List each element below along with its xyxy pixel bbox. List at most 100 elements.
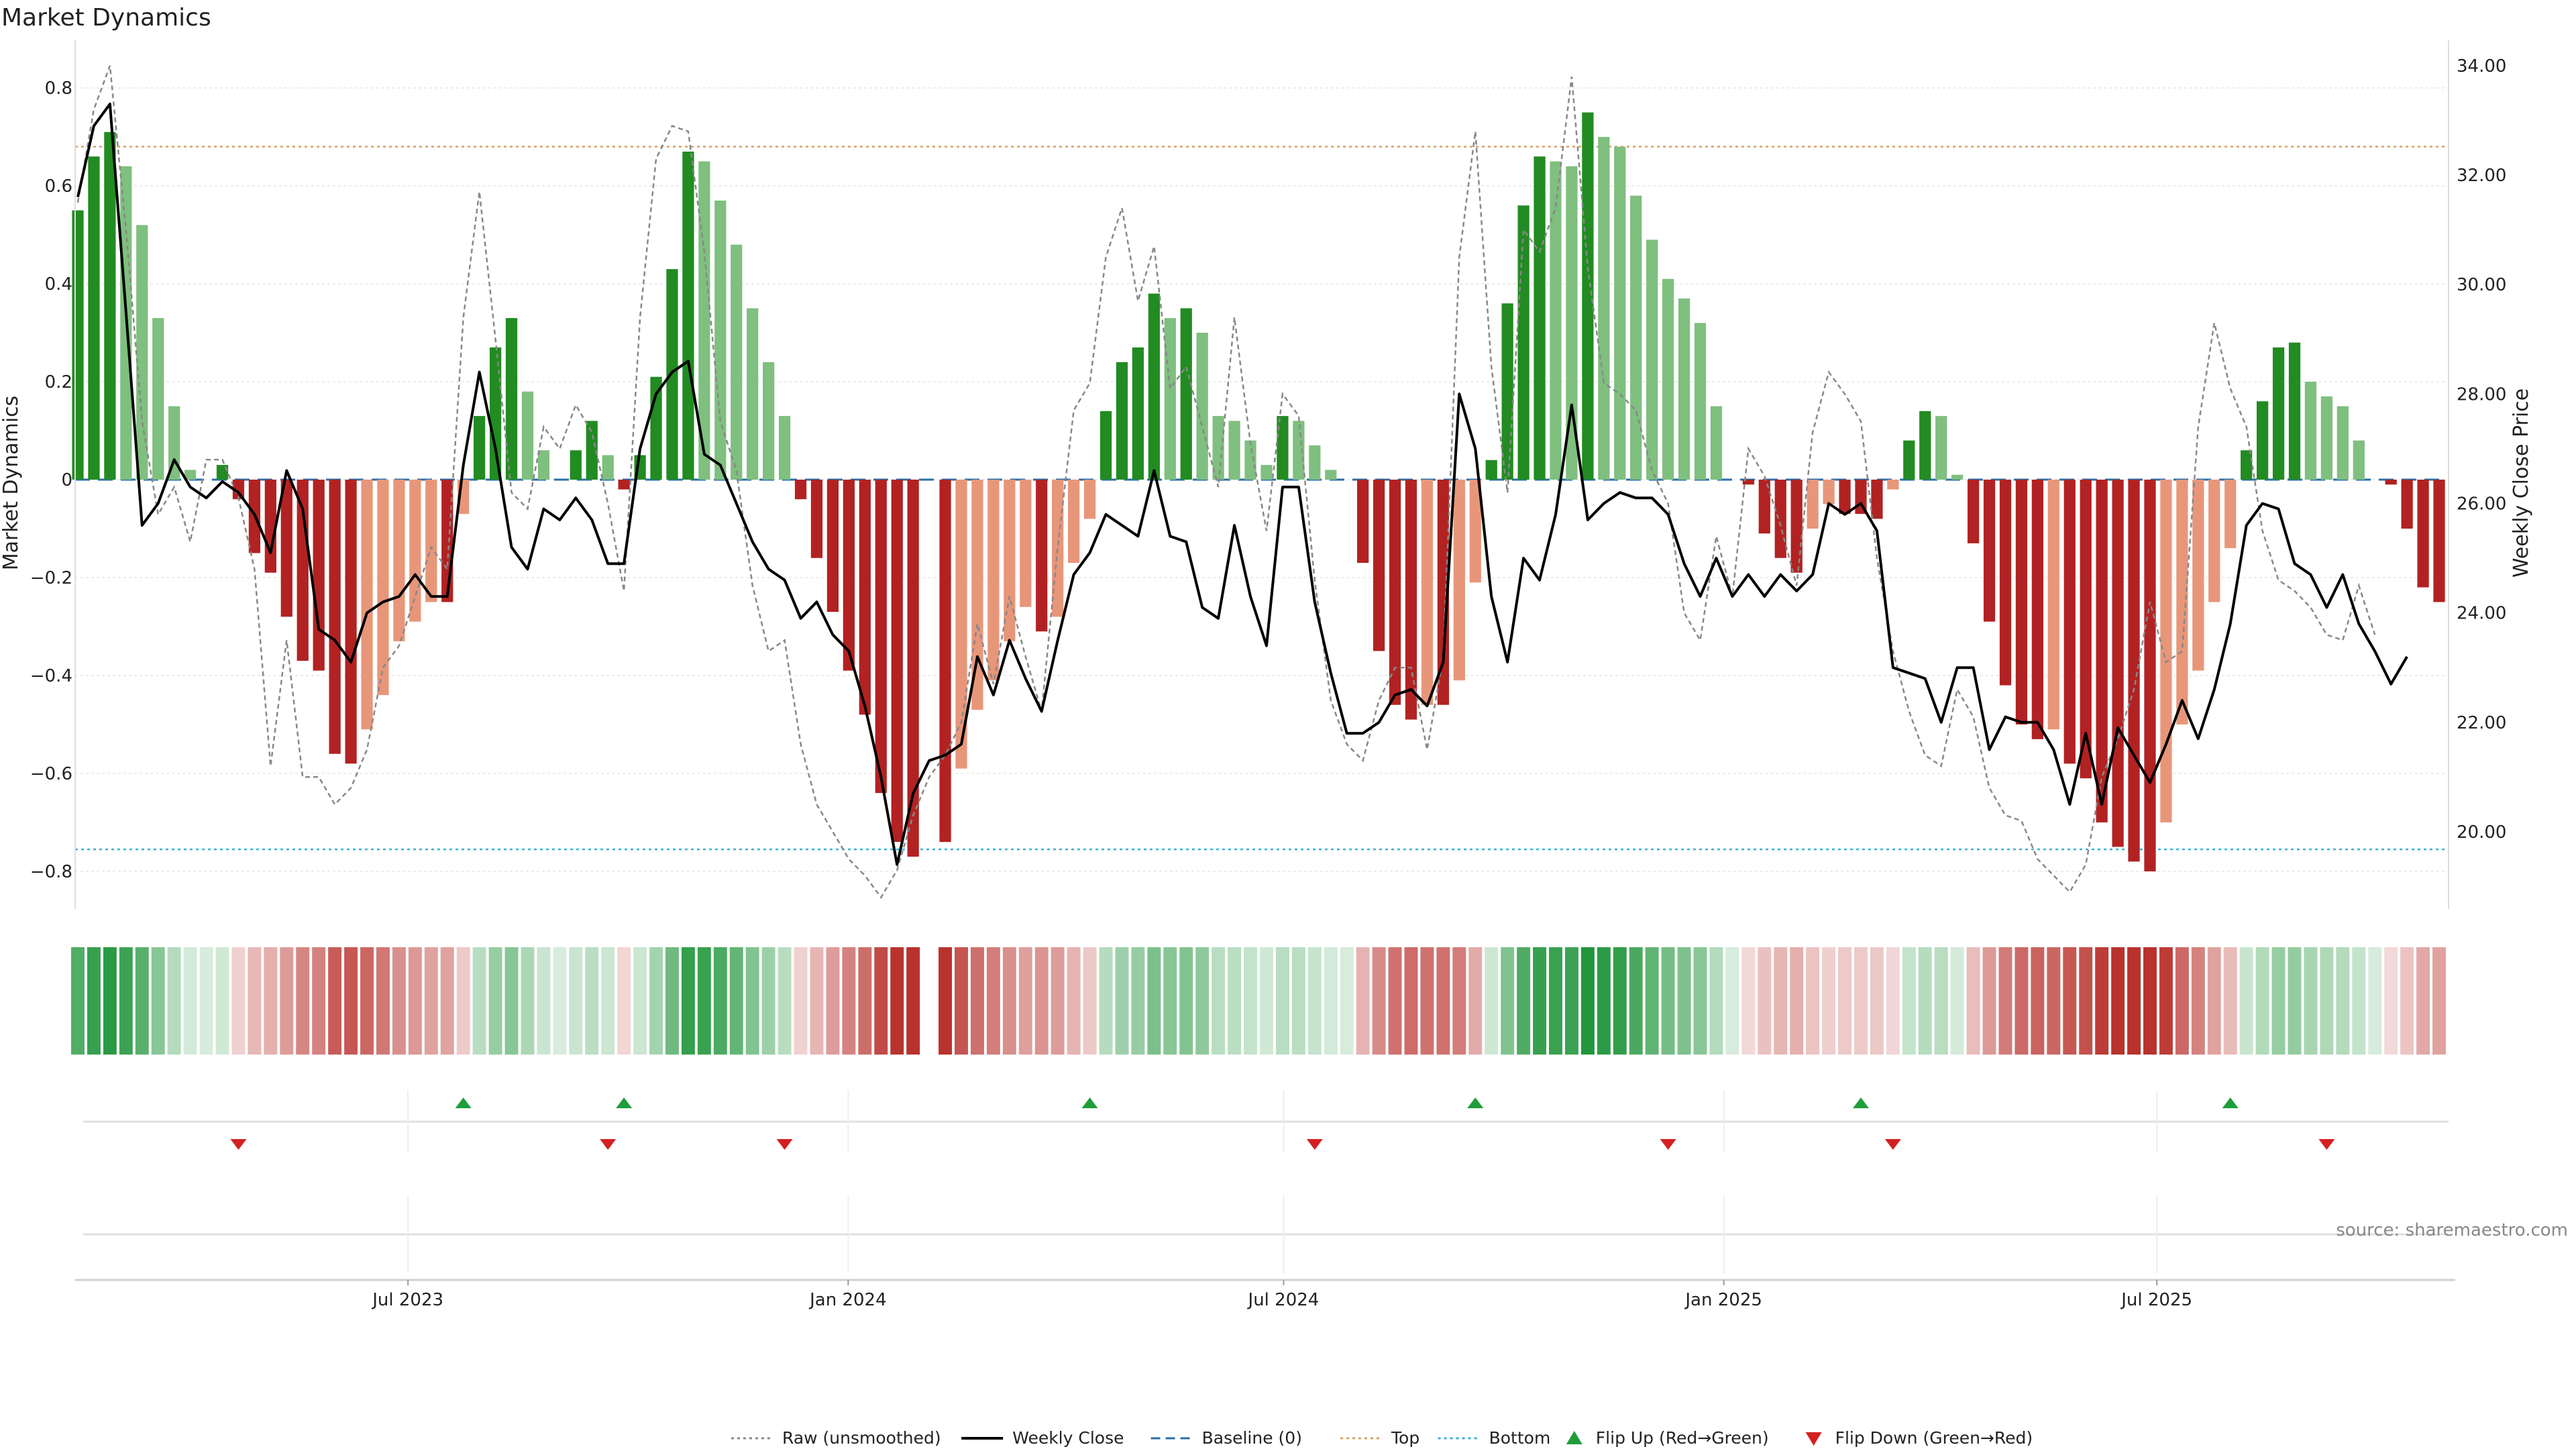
heat-cell (456, 947, 470, 1055)
dynamics-bar (2337, 406, 2349, 480)
dynamics-bar (1437, 480, 1449, 705)
dynamics-bar (2288, 342, 2301, 480)
dynamics-bar (505, 318, 518, 480)
y2-tick-label: 20.00 (2457, 822, 2506, 843)
dynamics-bar (1807, 480, 1819, 529)
heat-cell (424, 947, 438, 1055)
heat-cell (392, 947, 406, 1055)
heat-cell (681, 947, 695, 1055)
heat-cell (1324, 947, 1338, 1055)
dynamics-bar (1710, 406, 1723, 480)
legend-label: Weekly Close (1012, 1428, 1124, 1448)
heat-cell (1018, 947, 1032, 1055)
x-axis-ticks: Jul 2023 Jan 2024 Jul 2024 Jan 2025 Jul 2025 (371, 1280, 2192, 1310)
dynamics-bar (2304, 382, 2317, 480)
heat-cell (794, 947, 808, 1055)
heat-cell (2127, 947, 2141, 1055)
heat-cell (1452, 947, 1466, 1055)
heat-cell (408, 947, 422, 1055)
dynamics-bar (1373, 480, 1385, 651)
dynamics-bar (1662, 278, 1674, 480)
heat-cell (1741, 947, 1756, 1055)
dynamics-bar (329, 480, 341, 754)
heat-cell (2159, 947, 2173, 1055)
dynamics-bar (1099, 411, 1112, 480)
heat-cell (1051, 947, 1065, 1055)
heat-cell (1790, 947, 1804, 1055)
heat-cell (1613, 947, 1627, 1055)
heat-cell (1067, 947, 1081, 1055)
heat-cell (569, 947, 583, 1055)
dynamics-bar (1068, 480, 1080, 564)
heat-cell (633, 947, 647, 1055)
heat-cell (1228, 947, 1242, 1055)
dynamics-bar (2063, 480, 2076, 764)
heat-cell (1244, 947, 1257, 1055)
dynamics-bar (1582, 112, 1594, 480)
heat-cell (649, 947, 663, 1055)
heat-cell (745, 947, 759, 1055)
y-axis-label: Market Dynamics (0, 396, 23, 571)
dynamics-bar (377, 480, 389, 696)
dynamics-bar (313, 480, 325, 671)
dynamics-bar (2144, 480, 2156, 871)
heat-cell (1758, 947, 1772, 1055)
dynamics-bar (1244, 440, 1256, 480)
dynamics-bar (1903, 440, 1915, 480)
dynamics-bar (1116, 362, 1128, 480)
heat-cell (1340, 947, 1354, 1055)
dynamics-bar (891, 480, 903, 843)
heat-cell (488, 947, 502, 1055)
dynamics-bar (1083, 480, 1096, 519)
dynamics-bar (264, 480, 276, 573)
dynamics-bar (794, 480, 807, 500)
dynamics-bar (570, 450, 582, 480)
y2-tick-label: 34.00 (2457, 56, 2506, 76)
dynamics-bar (409, 480, 421, 622)
heat-cell (2336, 947, 2350, 1055)
heat-cell (938, 947, 953, 1055)
heat-cell (1212, 947, 1226, 1055)
heat-cell (264, 947, 278, 1055)
heat-cell (2143, 947, 2157, 1055)
dynamics-bar (184, 470, 197, 480)
dynamics-bar (1871, 480, 1883, 519)
dynamics-bar (1999, 480, 2012, 686)
heat-cell (1485, 947, 1499, 1055)
heat-cell (1147, 947, 1161, 1055)
dynamics-bar (907, 480, 919, 857)
dynamics-bar (88, 156, 100, 480)
heat-cell (1822, 947, 1836, 1055)
heat-cell (119, 947, 133, 1055)
dynamics-bar (393, 480, 405, 641)
dynamics-bar (2015, 480, 2028, 724)
dynamics-bar (586, 421, 598, 480)
axes (74, 40, 2455, 1281)
heat-cell (2207, 947, 2221, 1055)
dynamics-bar (971, 480, 983, 710)
heat-cell (2015, 947, 2029, 1055)
dynamics-bar (2385, 480, 2397, 485)
source-note: source: sharemaestro.com (2336, 1220, 2568, 1240)
x-tick-label: Jan 2025 (1684, 1290, 1762, 1310)
heat-cell (1372, 947, 1386, 1055)
heat-cell (1533, 947, 1547, 1055)
dynamics-bar (2224, 480, 2237, 549)
heat-cell (1115, 947, 1129, 1055)
heat-cell (472, 947, 486, 1055)
dynamics-bar (1887, 480, 1899, 490)
dynamics-bar (2080, 480, 2092, 779)
heat-cell (360, 947, 374, 1055)
dynamics-bar (2256, 401, 2269, 480)
dynamics-bar (1164, 318, 1176, 480)
dynamics-bar (778, 416, 791, 480)
heat-cell (1388, 947, 1402, 1055)
dynamics-bar (1309, 445, 1321, 480)
heat-cell (71, 947, 85, 1055)
heat-cell (312, 947, 326, 1055)
heat-cell (2239, 947, 2253, 1055)
heat-cell (1966, 947, 1980, 1055)
dynamics-bar (1678, 298, 1690, 480)
heat-cell (601, 947, 615, 1055)
heat-cell (1982, 947, 1996, 1055)
